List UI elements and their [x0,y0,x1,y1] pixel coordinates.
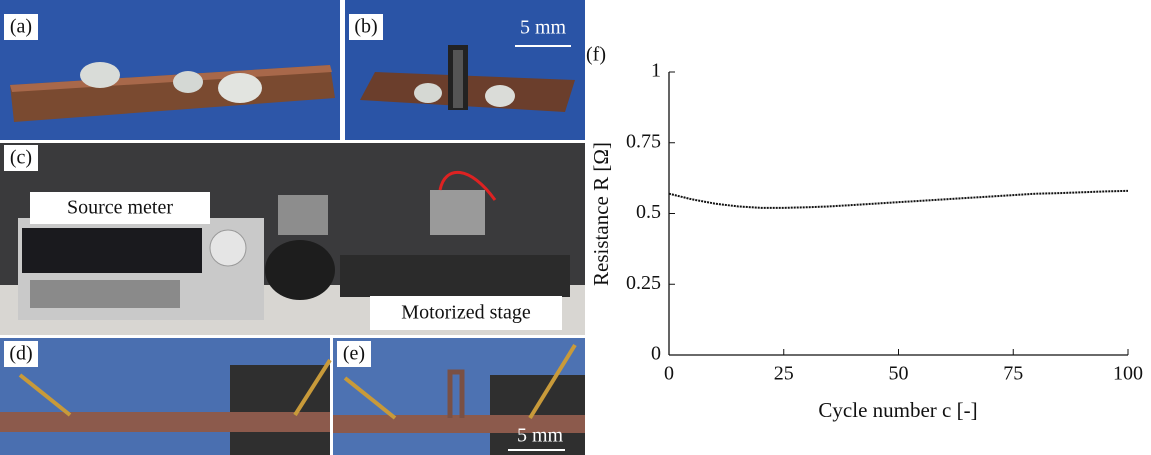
panel-label: (c) [10,147,32,169]
x-tick-label: 100 [1113,363,1143,385]
y-tick-label: 0.5 [636,201,661,223]
panel-label: (f) [586,44,606,66]
y-tick-label: 0 [651,343,661,365]
panel-label: (d) [9,343,32,365]
x-tick-label: 75 [1003,363,1023,385]
scale-bar-label: 5 mm [520,17,567,39]
annotation: Source meter [67,197,173,219]
x-axis-label: Cycle number c [-] [818,398,977,422]
x-tick-label: 0 [664,363,674,385]
figure: (a) (b) 5 mm (c) Source meter Motorized … [0,0,1151,455]
y-tick-label: 0.75 [626,130,661,152]
scale-bar-label: 5 mm [517,425,564,447]
annotation: Motorized stage [401,302,531,324]
x-tick-label: 50 [889,363,909,385]
panel-label: (a) [10,16,32,38]
x-tick-label: 25 [774,363,794,385]
photo-a [0,0,340,140]
data-line [669,191,1128,208]
y-tick-label: 1 [651,60,661,82]
y-axis-label: Resistance R [Ω] [589,142,613,286]
photo-d [0,338,330,455]
panel-label: (e) [343,343,365,365]
panel-label: (b) [354,16,377,38]
chart: (f) Cycle number c [-] Resistance R [Ω] … [586,44,1143,422]
y-tick-label: 0.25 [626,272,661,294]
